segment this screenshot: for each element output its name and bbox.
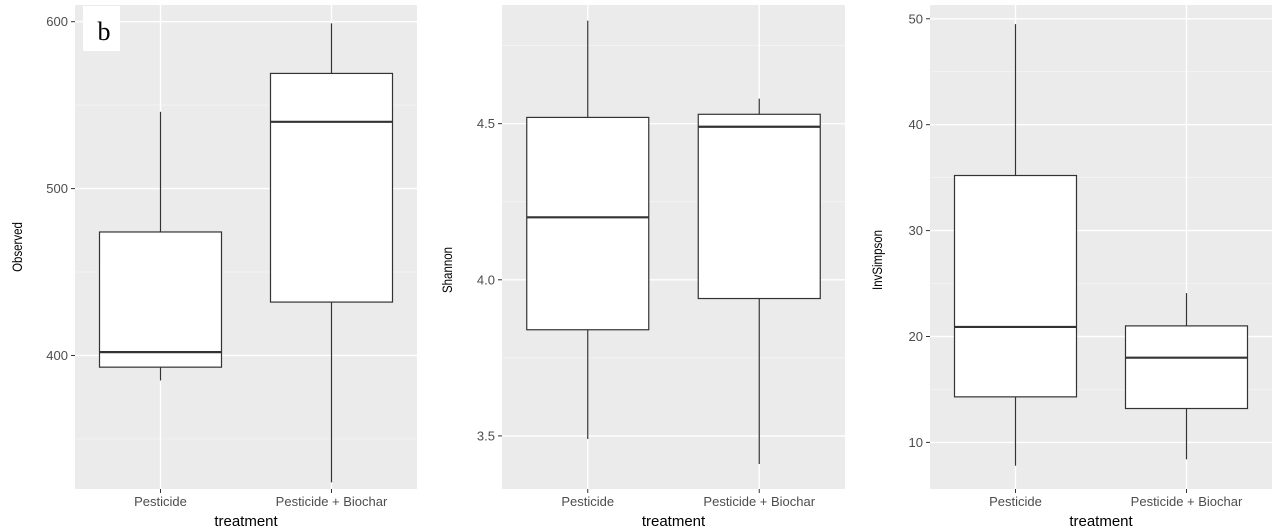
box-body [953,174,1078,398]
box-2 [1124,293,1249,460]
x-axis-title: treatment [642,513,706,530]
y-tick-label: 4.0 [477,272,495,287]
y-tick-label: 30 [909,223,923,238]
box-body [526,116,650,331]
y-tick-label: 40 [909,117,923,132]
x-tick-label: Pesticide + Biochar [276,494,388,509]
box-body [1124,325,1249,410]
box-2 [269,23,394,483]
box-1 [526,20,650,440]
box-body [98,231,223,368]
y-tick-label: 400 [46,348,68,363]
panel-tag-label: b [98,17,111,46]
box-1 [98,111,223,381]
chart-panel-1: 400 500 600 Pesticide Pesticide + Biochar tre… [9,5,417,530]
panel-tag-background [83,6,120,51]
box-body [697,113,821,300]
y-axis-title: InvSimpson [869,230,885,290]
x-tick-label: Pesticide + Biochar [703,494,815,509]
y-tick-label: 20 [909,329,923,344]
box-body [269,72,394,303]
y-tick-label: 600 [46,14,68,29]
box-1 [953,24,1078,466]
x-tick-label: Pesticide [134,494,187,509]
y-tick-label: 3.5 [477,428,495,443]
y-axis-title: Observed [9,222,25,272]
y-tick-label: 50 [909,11,923,26]
x-tick-label: Pesticide [989,494,1042,509]
chart-panel-3: 10 20 30 40 50 Pesticide Pesticide + Biochar tr… [869,5,1272,530]
y-tick-label: 4.5 [477,116,495,131]
y-tick-label: 500 [46,181,68,196]
x-tick-label: Pesticide + Biochar [1131,494,1243,509]
x-axis-title: treatment [1069,513,1133,530]
box-2 [697,98,821,465]
y-tick-label: 10 [909,435,923,450]
x-tick-label: Pesticide [561,494,614,509]
y-axis-title: Shannon [439,247,455,293]
x-axis-title: treatment [214,513,278,530]
chart-panel-2: 3.5 4.0 4.5 Pesticide Pesticide + Biochar tre… [439,5,845,530]
